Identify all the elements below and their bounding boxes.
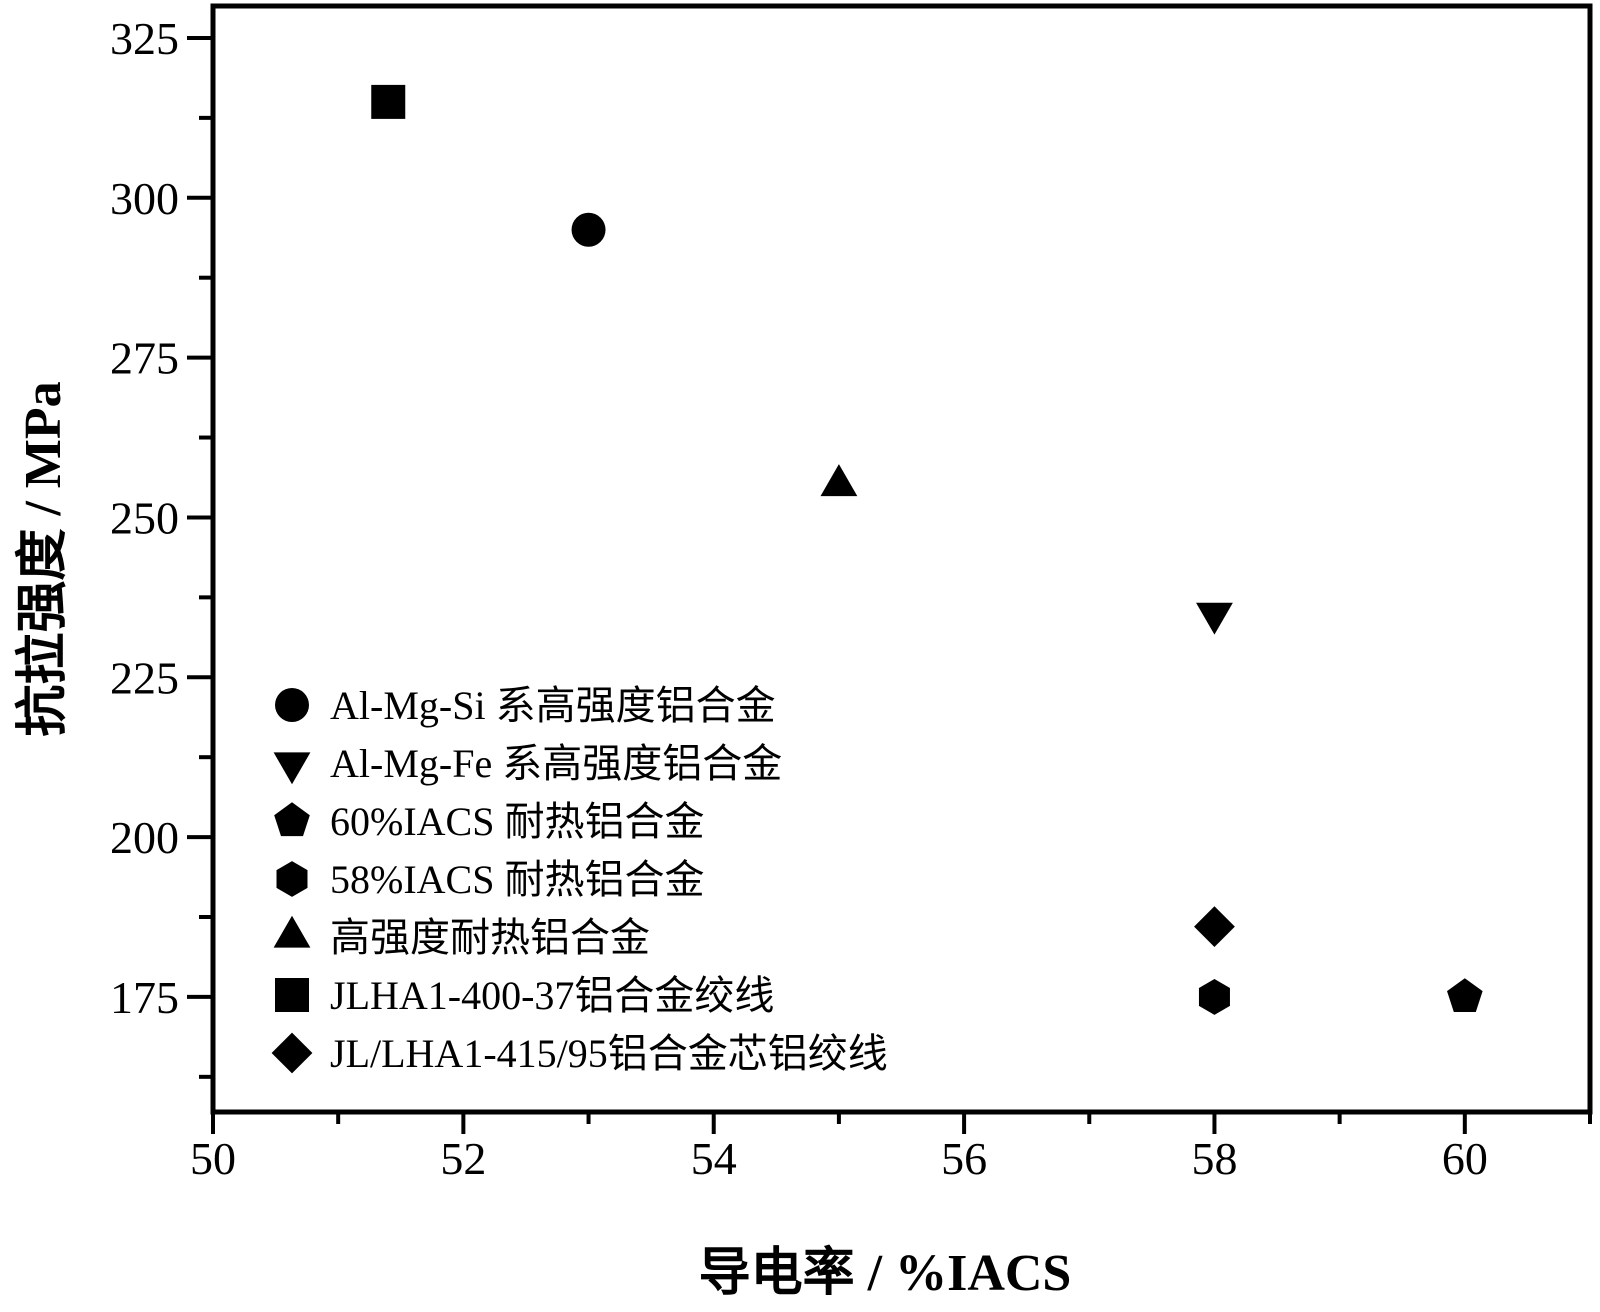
hexagon-marker: [1198, 979, 1230, 1015]
circle-marker: [275, 688, 309, 722]
x-tick-label: 58: [1191, 1133, 1237, 1184]
legend-item: 60%IACS 耐热铝合金: [274, 799, 704, 844]
data-point: [1196, 602, 1233, 635]
legend-item: JL/LHA1-415/95铝合金芯铝绞线: [271, 1031, 888, 1076]
legend-item: 高强度耐热铝合金: [273, 915, 650, 960]
legend-marker: [271, 1032, 313, 1074]
legend-marker: [273, 915, 311, 948]
pentagon-marker: [1447, 978, 1483, 1013]
y-tick-label: 200: [110, 812, 179, 863]
legend-item: Al-Mg-Fe 系高强度铝合金: [273, 741, 782, 786]
x-axis-label: 导电率 / %IACS: [699, 1244, 1072, 1302]
x-tick-label: 60: [1442, 1133, 1488, 1184]
plot-frame: [210, 3, 1593, 1115]
x-tick-label: 52: [440, 1133, 486, 1184]
legend-label: 高强度耐热铝合金: [330, 915, 650, 960]
triangle-up-marker: [273, 915, 311, 948]
axes: 50 52 54 56 58 60 175 200 225 250 275 300 325: [110, 3, 1593, 1184]
pentagon-marker: [274, 802, 310, 837]
legend-label: Al-Mg-Fe 系高强度铝合金: [330, 741, 782, 786]
triangle-down-marker: [273, 752, 311, 785]
legend-item: 58%IACS 耐热铝合金: [276, 857, 704, 902]
legend-label: JL/LHA1-415/95铝合金芯铝绞线: [330, 1031, 888, 1076]
data-point: [571, 212, 606, 247]
y-tick-label: 300: [110, 173, 179, 224]
data-point: [1198, 979, 1230, 1015]
data-point: [371, 84, 406, 119]
x-tick-label: 54: [691, 1133, 737, 1184]
legend-item: JLHA1-400-37铝合金绞线: [275, 973, 774, 1018]
y-tick-label: 175: [110, 972, 179, 1023]
square-marker: [371, 84, 406, 119]
legend-marker: [274, 802, 310, 837]
legend-label: 58%IACS 耐热铝合金: [330, 857, 704, 902]
data-point: [1447, 978, 1483, 1013]
y-tick-label: 250: [110, 492, 179, 543]
circle-marker: [571, 212, 606, 247]
square-marker: [275, 978, 309, 1012]
legend-marker: [275, 978, 309, 1012]
x-tick-label: 56: [941, 1133, 987, 1184]
triangle-up-marker: [820, 464, 858, 497]
y-tick-label: 325: [110, 13, 179, 64]
legend-label: Al-Mg-Si 系高强度铝合金: [330, 683, 776, 728]
y-tick-label: 225: [110, 652, 179, 703]
triangle-down-marker: [1196, 602, 1233, 635]
legend-item: Al-Mg-Si 系高强度铝合金: [275, 683, 776, 728]
legend-marker: [275, 688, 309, 722]
diamond-marker: [1194, 906, 1235, 948]
hexagon-marker: [276, 861, 308, 897]
legend-label: 60%IACS 耐热铝合金: [330, 799, 704, 844]
y-tick-label: 275: [110, 333, 179, 384]
data-point: [1194, 906, 1235, 948]
diamond-marker: [271, 1032, 313, 1074]
x-tick-label: 50: [190, 1133, 236, 1184]
legend-label: JLHA1-400-37铝合金绞线: [330, 973, 774, 1018]
legend-marker: [276, 861, 308, 897]
data-points: [371, 84, 1483, 1015]
legend-marker: [273, 752, 311, 785]
y-axis-label: 抗拉强度 / MPa: [14, 381, 72, 736]
legend: Al-Mg-Si 系高强度铝合金 Al-Mg-Fe 系高强度铝合金 60%IACS …: [271, 683, 888, 1076]
data-point: [820, 464, 858, 497]
